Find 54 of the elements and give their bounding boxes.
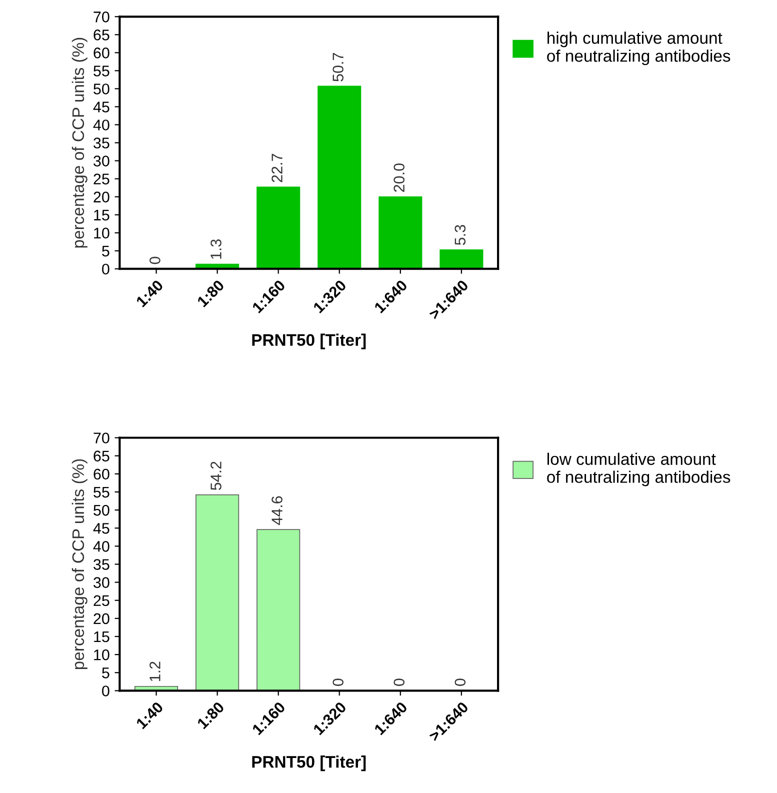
y-tick-label: 70 bbox=[94, 432, 110, 444]
data-label: 5.3 bbox=[454, 225, 466, 245]
y-tick-label: 15 bbox=[94, 632, 110, 642]
legend-label: high cumulative amount of neutralizing antibodies bbox=[547, 32, 730, 66]
legend-label: low cumulative amount of neutralizing antibodies bbox=[547, 452, 730, 486]
y-tick-label: 50 bbox=[94, 84, 110, 94]
y-tick-label: 40 bbox=[93, 541, 110, 552]
y-tick-label: 0 bbox=[102, 264, 110, 275]
bar bbox=[256, 186, 300, 269]
y-tick-label: 45 bbox=[93, 102, 110, 112]
y-tick-label: 25 bbox=[94, 595, 110, 606]
y-tick-label: 5 bbox=[102, 668, 110, 678]
data-label: 54.2 bbox=[210, 462, 222, 490]
data-label: 0 bbox=[454, 678, 466, 686]
y-tick-label: 20 bbox=[94, 192, 110, 202]
y-tick-label: 35 bbox=[94, 559, 110, 570]
y-tick-label: 30 bbox=[94, 577, 110, 588]
y-tick-label: 65 bbox=[94, 30, 110, 40]
x-axis-title: PRNT50 [Titer] bbox=[252, 334, 366, 350]
y-tick-label: 50 bbox=[94, 504, 110, 516]
y-tick-label: 25 bbox=[94, 174, 110, 184]
y-tick-label: 20 bbox=[94, 613, 110, 624]
y-tick-label: 70 bbox=[94, 12, 110, 22]
data-label: 44.6 bbox=[272, 496, 282, 526]
y-tick-label: 10 bbox=[94, 649, 110, 660]
y-axis-title: percentage of CCP units (%) bbox=[72, 38, 88, 248]
y-tick-label: 65 bbox=[94, 450, 110, 462]
y-tick-label: 40 bbox=[93, 120, 110, 130]
y-tick-label: 60 bbox=[94, 468, 110, 480]
data-label: 1.3 bbox=[210, 239, 222, 259]
data-label: 0 bbox=[150, 256, 160, 264]
data-label: 0 bbox=[394, 678, 405, 686]
bar bbox=[196, 494, 240, 691]
y-tick-label: 55 bbox=[94, 486, 110, 498]
data-label: 20.0 bbox=[394, 163, 405, 192]
y-tick-label: 45 bbox=[93, 523, 110, 534]
y-tick-label: 35 bbox=[94, 138, 110, 148]
data-label: 0 bbox=[332, 678, 344, 686]
bar bbox=[318, 86, 362, 269]
bar bbox=[256, 529, 300, 691]
y-tick-label: 60 bbox=[94, 48, 110, 58]
data-label: 50.7 bbox=[332, 53, 344, 82]
data-label: 1.2 bbox=[150, 662, 160, 682]
y-tick-label: 55 bbox=[94, 66, 110, 76]
y-tick-label: 10 bbox=[94, 228, 110, 238]
y-tick-label: 0 bbox=[102, 686, 110, 696]
y-tick-label: 5 bbox=[102, 246, 110, 256]
data-label: 22.7 bbox=[272, 154, 282, 182]
bar bbox=[378, 196, 422, 269]
bar bbox=[440, 249, 484, 269]
y-tick-label: 30 bbox=[94, 156, 110, 166]
y-tick-label: 15 bbox=[94, 210, 110, 220]
x-axis-title: PRNT50 [Titer] bbox=[252, 756, 366, 772]
y-axis-title: percentage of CCP units (%) bbox=[72, 459, 88, 670]
